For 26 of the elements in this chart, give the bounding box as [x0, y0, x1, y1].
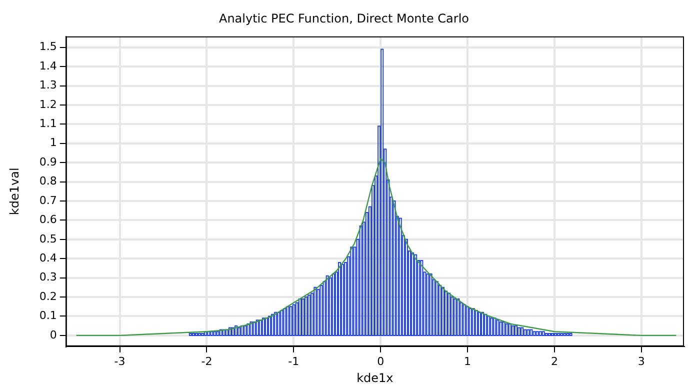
- x-tick-label: 0: [377, 354, 384, 368]
- y-tick-label: 1.5: [39, 40, 57, 54]
- y-tick-label: 0: [50, 328, 57, 342]
- x-tick-label: -1: [288, 354, 300, 368]
- y-tick-label: 0.5: [39, 232, 57, 246]
- x-tick-label: -2: [201, 354, 212, 368]
- y-tick-label: 1.3: [39, 78, 57, 92]
- x-axis-title: kde1x: [356, 370, 394, 385]
- x-tick-label: 2: [550, 354, 558, 368]
- x-tick-label: 3: [638, 354, 645, 368]
- y-tick-label: 0.4: [39, 251, 57, 264]
- y-tick-label: 0.8: [39, 174, 57, 188]
- y-tick-label: 0.2: [39, 290, 57, 303]
- y-tick-label: 1.1: [39, 117, 57, 130]
- y-tick-label: 0.3: [39, 270, 57, 284]
- y-tick-label: 0.7: [39, 194, 57, 207]
- y-tick-label: 0.6: [39, 213, 57, 226]
- y-tick-label: 1.4: [39, 59, 57, 72]
- y-tick-label: 1: [50, 136, 57, 150]
- y-tick-label: 0.1: [39, 309, 57, 322]
- x-tick-label: 1: [464, 354, 472, 368]
- chart-title: Analytic PEC Function, Direct Monte Carlo: [218, 11, 470, 26]
- x-tick-label: -3: [114, 354, 126, 368]
- y-axis-title: kde1val: [7, 168, 22, 216]
- y-tick-label: 0.9: [39, 155, 57, 168]
- y-tick-label: 1.2: [39, 98, 57, 111]
